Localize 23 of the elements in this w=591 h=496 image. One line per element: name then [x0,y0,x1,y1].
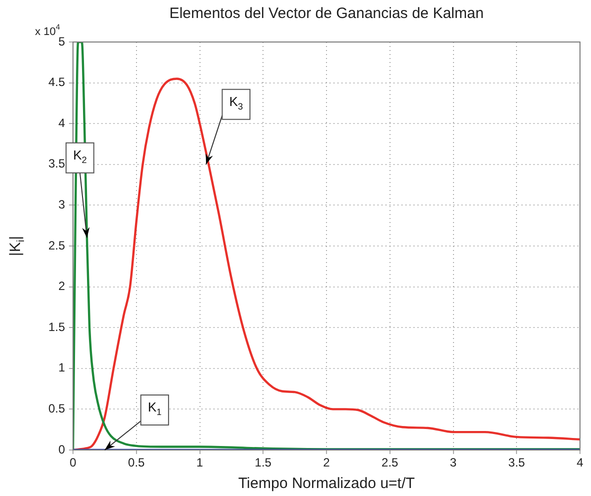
x-tick-label: 2.5 [382,456,399,470]
x-tick-label: 1 [196,456,204,470]
x-axis-title: Tiempo Normalizado u=t/T [238,475,415,492]
y-tick-label: 5 [58,34,66,48]
x-tick-label: 3.5 [508,456,526,470]
y-tick-label: 2 [58,279,66,294]
y-tick-label: 4 [58,116,66,130]
chart-title: Elementos del Vector de Ganancias de Kalman [169,5,484,22]
y-axis-title: |Ki| [7,236,28,256]
y-tick-label: 4.5 [48,75,66,90]
x-tick-label: 1.5 [254,456,272,470]
y-tick-label: 3.5 [48,156,66,171]
y-tick-label: 1.5 [48,320,66,334]
x-tick-label: 2 [323,456,330,470]
x-tick-label: 3 [450,456,457,470]
y-tick-label: 0.5 [48,402,66,416]
y-tick-label: 2.5 [48,238,66,252]
x-tick-label: 0.5 [128,456,146,470]
y-tick-label: 3 [58,198,66,212]
x-tick-label: 4 [576,456,584,470]
y-tick-label: 0 [58,442,66,456]
x-tick-label: 0 [70,456,77,470]
y-tick-label: 1 [58,360,66,375]
